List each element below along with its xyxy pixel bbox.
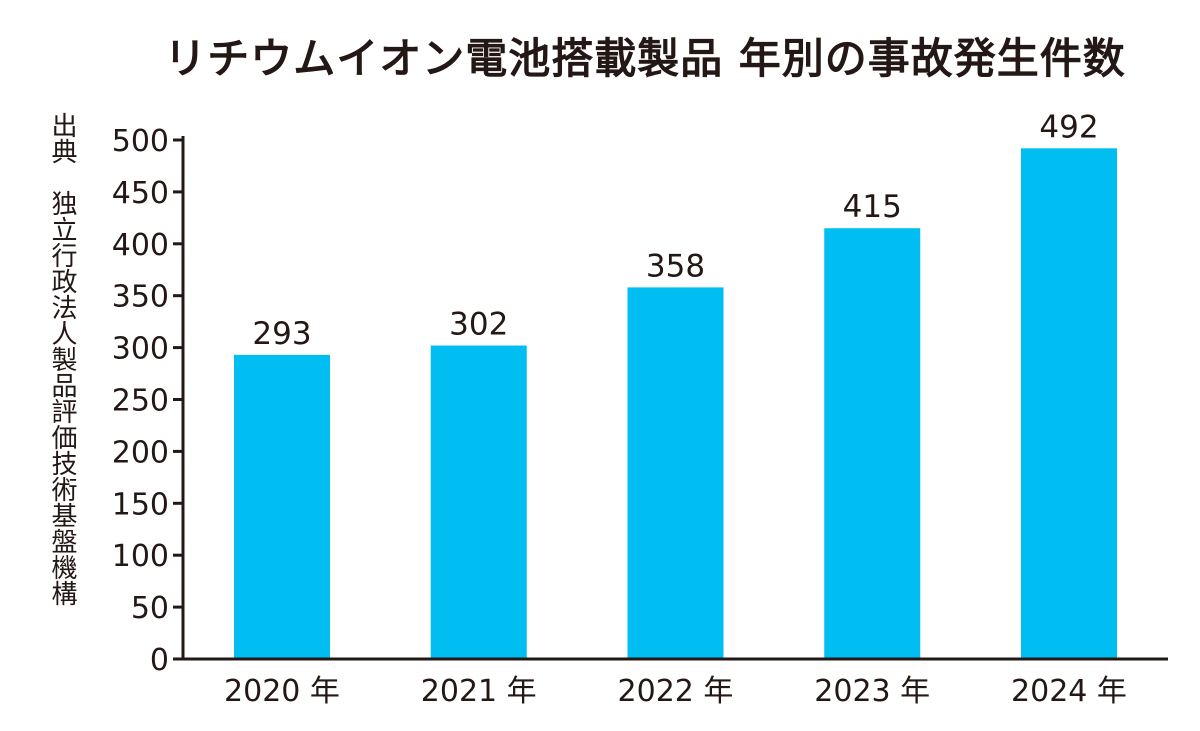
- bar-2024: [1021, 148, 1117, 659]
- data-label: 302: [449, 307, 508, 343]
- bar-2020: [234, 354, 330, 659]
- y-tick-label: 500: [112, 124, 169, 159]
- chart-title: リチウムイオン電池搭載製品 年別の事故発生件数: [164, 34, 1126, 83]
- y-tick-label: 100: [112, 539, 169, 574]
- y-tick-label: 300: [112, 332, 169, 367]
- y-tick-label: 250: [112, 384, 169, 419]
- bar-2022: [627, 287, 724, 659]
- x-tick-label: 2023 年: [814, 674, 930, 709]
- x-tick-label: 2024 年: [1011, 674, 1127, 709]
- x-tick-label: 2022 年: [618, 674, 734, 709]
- bar-2021: [430, 345, 527, 659]
- source-note: 出典 独立行政法人製品評価技術基盤機構: [47, 112, 77, 606]
- bars: [234, 148, 1117, 660]
- y-tick-label: 0: [150, 643, 169, 678]
- x-axis-ticks: 2020 年 2021 年 2022 年 2023 年 2024 年: [224, 674, 1127, 709]
- data-label: 293: [252, 316, 311, 352]
- y-tick-label: 400: [112, 228, 169, 263]
- y-tick-label: 150: [112, 487, 169, 522]
- data-labels: 293 302 358 415 492: [252, 109, 1098, 352]
- y-tick-label: 350: [112, 280, 169, 315]
- y-tick-label: 200: [112, 435, 169, 470]
- data-label: 358: [646, 248, 705, 284]
- bar-2023: [824, 228, 921, 660]
- data-label: 492: [1039, 109, 1098, 145]
- y-tick-label: 50: [131, 591, 169, 626]
- x-tick-label: 2020 年: [224, 674, 340, 709]
- y-axis-ticks: 0 50 100 150 200 250 300 350 400 450 500: [112, 124, 183, 678]
- y-tick-label: 450: [112, 176, 169, 211]
- data-label: 415: [843, 189, 902, 225]
- x-tick-label: 2021 年: [421, 674, 537, 709]
